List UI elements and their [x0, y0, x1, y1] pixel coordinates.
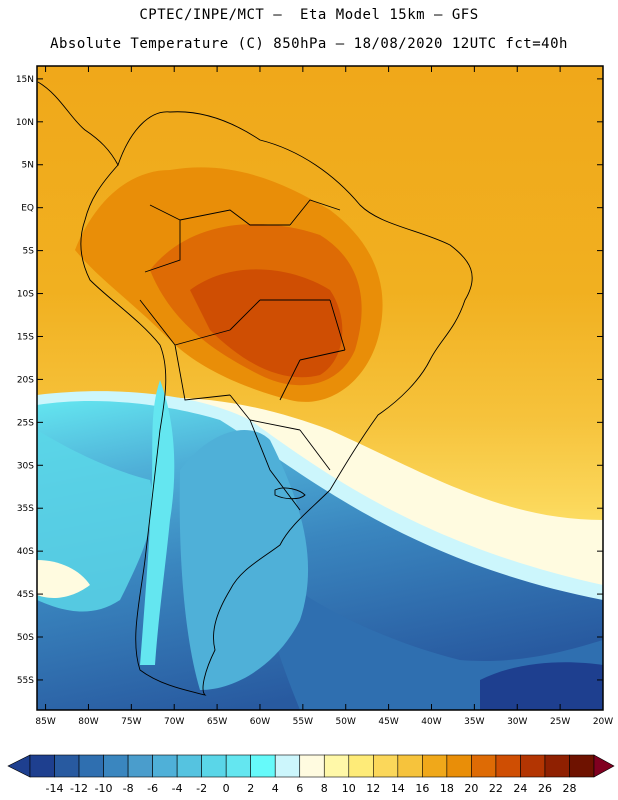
- lon-tick-label: 20W: [593, 717, 613, 727]
- chart-title-line1: CPTEC/INPE/MCT – Eta Model 15km – GFS: [139, 7, 479, 23]
- colorbar-label: 8: [321, 782, 328, 795]
- colorbar-box: [422, 754, 448, 778]
- colorbar-box: [201, 754, 227, 778]
- lat-tick-label: 15S: [17, 332, 34, 342]
- colorbar-box: [225, 754, 251, 778]
- colorbar-right-arrow: [593, 754, 615, 778]
- colorbar-label: 10: [342, 782, 356, 795]
- field-cold-south: [37, 400, 603, 710]
- colorbar-label: -6: [147, 782, 158, 795]
- lat-tick-label: 10S: [17, 290, 34, 300]
- colorbar-label: 4: [272, 782, 279, 795]
- lat-tick-label: 50S: [17, 633, 34, 643]
- colorbar-box: [373, 754, 399, 778]
- colorbar-box: [323, 754, 350, 778]
- colorbar-label: 16: [415, 782, 429, 795]
- field-andes-strip: [140, 380, 175, 665]
- colorbar-label: 0: [223, 782, 230, 795]
- colorbar-label: 18: [440, 782, 454, 795]
- colorbar-box: [569, 754, 595, 778]
- lat-tick-label: 55S: [17, 676, 34, 686]
- country-borders: [139, 299, 346, 511]
- colorbar-label: 24: [513, 782, 527, 795]
- colorbar-label: 22: [489, 782, 503, 795]
- lon-tick-label: 85W: [35, 717, 55, 727]
- colorbar-box: [152, 754, 178, 778]
- colorbar-label: -12: [70, 782, 88, 795]
- colorbar-label: 28: [562, 782, 576, 795]
- lat-tick-label: 45S: [17, 590, 34, 600]
- colorbar-box: [54, 754, 80, 778]
- lon-tick-label: 35W: [464, 717, 484, 727]
- lon-tick-label: 55W: [293, 717, 313, 727]
- colorbar-box: [176, 754, 202, 778]
- colorbar-box: [250, 754, 276, 778]
- lon-tick-label: 60W: [250, 717, 270, 727]
- lon-tick-label: 40W: [421, 717, 441, 727]
- colorbar-box: [348, 754, 374, 778]
- colorbar-label: 26: [538, 782, 552, 795]
- field-hottest-land: [190, 269, 343, 378]
- colorbar-label: -4: [172, 782, 183, 795]
- colorbar-box: [274, 754, 301, 778]
- colorbar-box: [544, 754, 570, 778]
- colorbar-box: [495, 754, 521, 778]
- colorbar-label: 6: [296, 782, 303, 795]
- lat-tick-label: 35S: [17, 504, 34, 514]
- chart-title-line2: Absolute Temperature (C) 850hPa – 18/08/…: [50, 36, 568, 52]
- colorbar-label: 12: [366, 782, 380, 795]
- northern-borders: [144, 199, 341, 273]
- lat-tick-label: 5S: [23, 247, 35, 257]
- lon-tick-label: 50W: [336, 717, 356, 727]
- axis-ticks: 15N 10N 5N EQ 5S 10S 15S 20S 25S 30S 35S 40S 45S 50S 5…: [16, 66, 613, 727]
- lon-tick-label: 25W: [550, 717, 570, 727]
- colorbar-label: 14: [391, 782, 405, 795]
- lat-tick-label: 25S: [17, 418, 34, 428]
- colorbar-box: [471, 754, 497, 778]
- lat-tick-label: 40S: [17, 547, 34, 557]
- field-pacific-warm-spot: [37, 560, 90, 598]
- lon-tick-label: 30W: [507, 717, 527, 727]
- map-frame: [36, 65, 604, 711]
- lon-tick-label: 75W: [121, 717, 141, 727]
- colorbar-label: -10: [95, 782, 113, 795]
- colorbar-box: [299, 754, 325, 778]
- lat-tick-label: 30S: [17, 461, 34, 471]
- lat-tick-label: EQ: [21, 204, 34, 214]
- field-layers: [37, 66, 603, 710]
- colorbar-label: 20: [464, 782, 478, 795]
- lon-tick-label: 65W: [207, 717, 227, 727]
- colorbar-label: -2: [196, 782, 207, 795]
- colorbar: -14 -12 -10 -8 -6 -4 -2 0 2 4 6 8 10 12 14 16 18 20 22 24 26…: [7, 754, 615, 795]
- lat-tick-label: 5N: [22, 161, 34, 171]
- colorbar-label: 2: [247, 782, 254, 795]
- south-america-coastline: [37, 81, 473, 696]
- colorbar-box: [103, 754, 129, 778]
- lon-tick-label: 45W: [378, 717, 398, 727]
- colorbar-box: [78, 754, 104, 778]
- colorbar-box: [446, 754, 472, 778]
- colorbar-left-arrow: [7, 754, 31, 778]
- lat-tick-label: 20S: [17, 375, 34, 385]
- colorbar-label: -8: [123, 782, 134, 795]
- lagoon-outline: [274, 487, 306, 500]
- lon-tick-label: 70W: [164, 717, 184, 727]
- lat-tick-label: 10N: [16, 118, 34, 128]
- colorbar-label: -14: [46, 782, 64, 795]
- lon-tick-label: 80W: [78, 717, 98, 727]
- colorbar-box: [520, 754, 546, 778]
- lat-tick-label: 15N: [16, 75, 34, 85]
- colorbar-box: [397, 754, 423, 778]
- coastline-layer: [37, 81, 473, 696]
- colorbar-box: [127, 754, 153, 778]
- colorbar-box: [29, 754, 55, 778]
- field-coldest-core: [480, 662, 603, 710]
